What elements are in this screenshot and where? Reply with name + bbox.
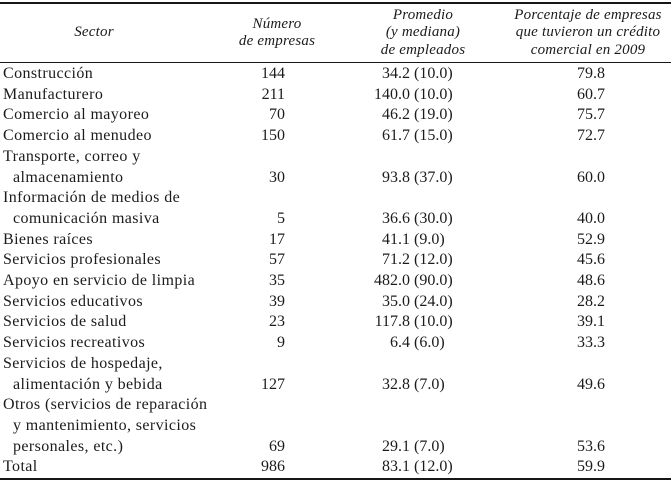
porcentaje-credito-cell: 60.7 (577, 85, 605, 103)
porcentaje-credito-cell: 39.1 (577, 313, 605, 331)
table-row: Otros (servicios de reparación y manteni… (0, 395, 671, 457)
numero-empresas-cell: 39 (269, 292, 285, 310)
numero-empresas-cell: 127 (261, 375, 285, 393)
table-row: Total 986 83.1 (12.0) 59.9 (0, 457, 671, 478)
table-header-row: Sector Número de empresas Promedio (y me… (0, 4, 671, 63)
porcentaje-credito-cell: 49.6 (577, 375, 605, 393)
column-header-sector: Sector (74, 24, 114, 41)
mediana-empleados-value: (19.0) (414, 106, 453, 124)
mediana-empleados-value: (10.0) (414, 65, 453, 82)
porcentaje-credito-cell: 28.2 (577, 292, 605, 310)
sector-cell: Construcción (3, 65, 94, 82)
table-row: Servicios de hospedaje, alimentación y b… (0, 354, 671, 395)
sector-cell: Otros (servicios de reparación y manteni… (3, 396, 208, 455)
table-row: Comercio al menudeo 150 61.7 (15.0) 72.7 (0, 126, 671, 147)
table-row: Información de medios de comunicación ma… (0, 188, 671, 229)
promedio-empleados-value: 93.8 (382, 168, 410, 186)
promedio-empleados-value: 117.8 (374, 313, 410, 331)
numero-empresas-cell: 70 (269, 106, 285, 124)
mediana-empleados-value: (9.0) (414, 230, 445, 248)
numero-empresas-cell: 17 (269, 230, 285, 248)
table-row: Comercio al mayoreo 70 46.2 (19.0) 75.7 (0, 105, 671, 126)
porcentaje-credito-cell: 60.0 (577, 168, 605, 186)
promedio-empleados-value: 35.0 (382, 292, 410, 310)
porcentaje-credito-cell: 48.6 (577, 272, 605, 290)
column-header-numero-de-empresas: Número de empresas (238, 15, 316, 50)
numero-empresas-cell: 150 (261, 127, 285, 145)
promedio-empleados-value: 36.6 (382, 209, 410, 227)
numero-empresas-cell: 30 (269, 168, 285, 186)
promedio-empleados-value: 6.4 (390, 334, 410, 352)
numero-empresas-cell: 9 (277, 334, 285, 352)
mediana-empleados-value: (30.0) (414, 209, 453, 227)
numero-empresas-cell: 986 (261, 458, 285, 476)
mediana-empleados-value: (12.0) (414, 458, 453, 476)
sector-cell: Servicios educativos (3, 292, 143, 310)
porcentaje-credito-cell: 33.3 (577, 334, 605, 352)
promedio-empleados-value: 29.1 (382, 437, 410, 455)
promedio-empleados-value: 41.1 (382, 230, 410, 248)
table-body: Construcción 144 34.2 (10.0) 79.8 Manufa… (0, 63, 671, 478)
table-row: Servicios de salud 23 117.8 (10.0) 39.1 (0, 312, 671, 333)
promedio-empleados-value: 83.1 (382, 458, 410, 476)
mediana-empleados-value: (90.0) (414, 272, 453, 290)
sector-cell: Comercio al mayoreo (3, 106, 150, 124)
mediana-empleados-value: (12.0) (414, 251, 453, 269)
promedio-empleados-value: 61.7 (382, 127, 410, 145)
porcentaje-credito-cell: 59.9 (577, 458, 605, 476)
mediana-empleados-value: (6.0) (414, 334, 445, 352)
mediana-empleados-value: (37.0) (414, 168, 453, 186)
promedio-empleados-value: 482.0 (374, 272, 410, 290)
sector-cell: Transporte, correo y almacenamiento (3, 147, 141, 186)
table-row: Servicios profesionales 57 71.2 (12.0) 4… (0, 250, 671, 271)
sector-cell: Servicios recreativos (3, 334, 146, 352)
table-row: Apoyo en servicio de limpia 35 482.0 (90… (0, 271, 671, 292)
sector-cell: Bienes raíces (3, 230, 94, 248)
numero-empresas-cell: 23 (269, 313, 285, 331)
numero-empresas-cell: 69 (269, 437, 285, 455)
sector-cell: Apoyo en servicio de limpia (3, 272, 196, 290)
mediana-empleados-value: (7.0) (414, 375, 445, 393)
mediana-empleados-value: (7.0) (414, 437, 445, 455)
table-row: Manufacturero 211 140.0 (10.0) 60.7 (0, 85, 671, 106)
table-row: Construcción 144 34.2 (10.0) 79.8 (0, 64, 671, 85)
porcentaje-credito-cell: 72.7 (577, 127, 605, 145)
sector-cell: Servicios de hospedaje, alimentación y b… (3, 354, 163, 393)
mediana-empleados-value: (10.0) (414, 313, 453, 331)
column-header-promedio-mediana-empleados: Promedio (y mediana) de empleados (380, 6, 466, 58)
promedio-empleados-value: 140.0 (374, 85, 410, 103)
sector-cell: Manufacturero (3, 85, 104, 103)
sector-cell: Servicios de salud (3, 313, 127, 331)
promedio-empleados-value: 71.2 (382, 251, 410, 269)
mediana-empleados-value: (10.0) (414, 85, 453, 103)
table-row: Transporte, correo y almacenamiento 30 9… (0, 147, 671, 188)
column-header-porcentaje-credito-2009: Porcentaje de empresas que tuvieron un c… (514, 6, 662, 58)
mediana-empleados-value: (15.0) (414, 127, 453, 145)
sector-cell: Comercio al menudeo (3, 127, 152, 145)
numero-empresas-cell: 5 (277, 209, 285, 227)
mediana-empleados-value: (24.0) (414, 292, 453, 310)
porcentaje-credito-cell: 53.6 (577, 437, 605, 455)
porcentaje-credito-cell: 52.9 (577, 230, 605, 248)
porcentaje-credito-cell: 79.8 (577, 65, 605, 82)
numero-empresas-cell: 35 (269, 272, 285, 290)
table-row: Servicios educativos 39 35.0 (24.0) 28.2 (0, 292, 671, 313)
table-row: Bienes raíces 17 41.1 (9.0) 52.9 (0, 230, 671, 251)
porcentaje-credito-cell: 45.6 (577, 251, 605, 269)
numero-empresas-cell: 144 (261, 65, 285, 82)
promedio-empleados-value: 34.2 (382, 65, 410, 82)
numero-empresas-cell: 57 (269, 251, 285, 269)
sector-cell: Información de medios de comunicación ma… (3, 189, 181, 227)
sector-cell: Total (3, 458, 38, 476)
promedio-empleados-value: 32.8 (382, 375, 410, 393)
porcentaje-credito-cell: 40.0 (577, 209, 605, 227)
sector-cell: Servicios profesionales (3, 251, 162, 269)
promedio-empleados-value: 46.2 (382, 106, 410, 124)
table-row: Servicios recreativos 9 6.4 (6.0) 33.3 (0, 333, 671, 354)
porcentaje-credito-cell: 75.7 (577, 106, 605, 124)
numero-empresas-cell: 211 (261, 85, 285, 103)
